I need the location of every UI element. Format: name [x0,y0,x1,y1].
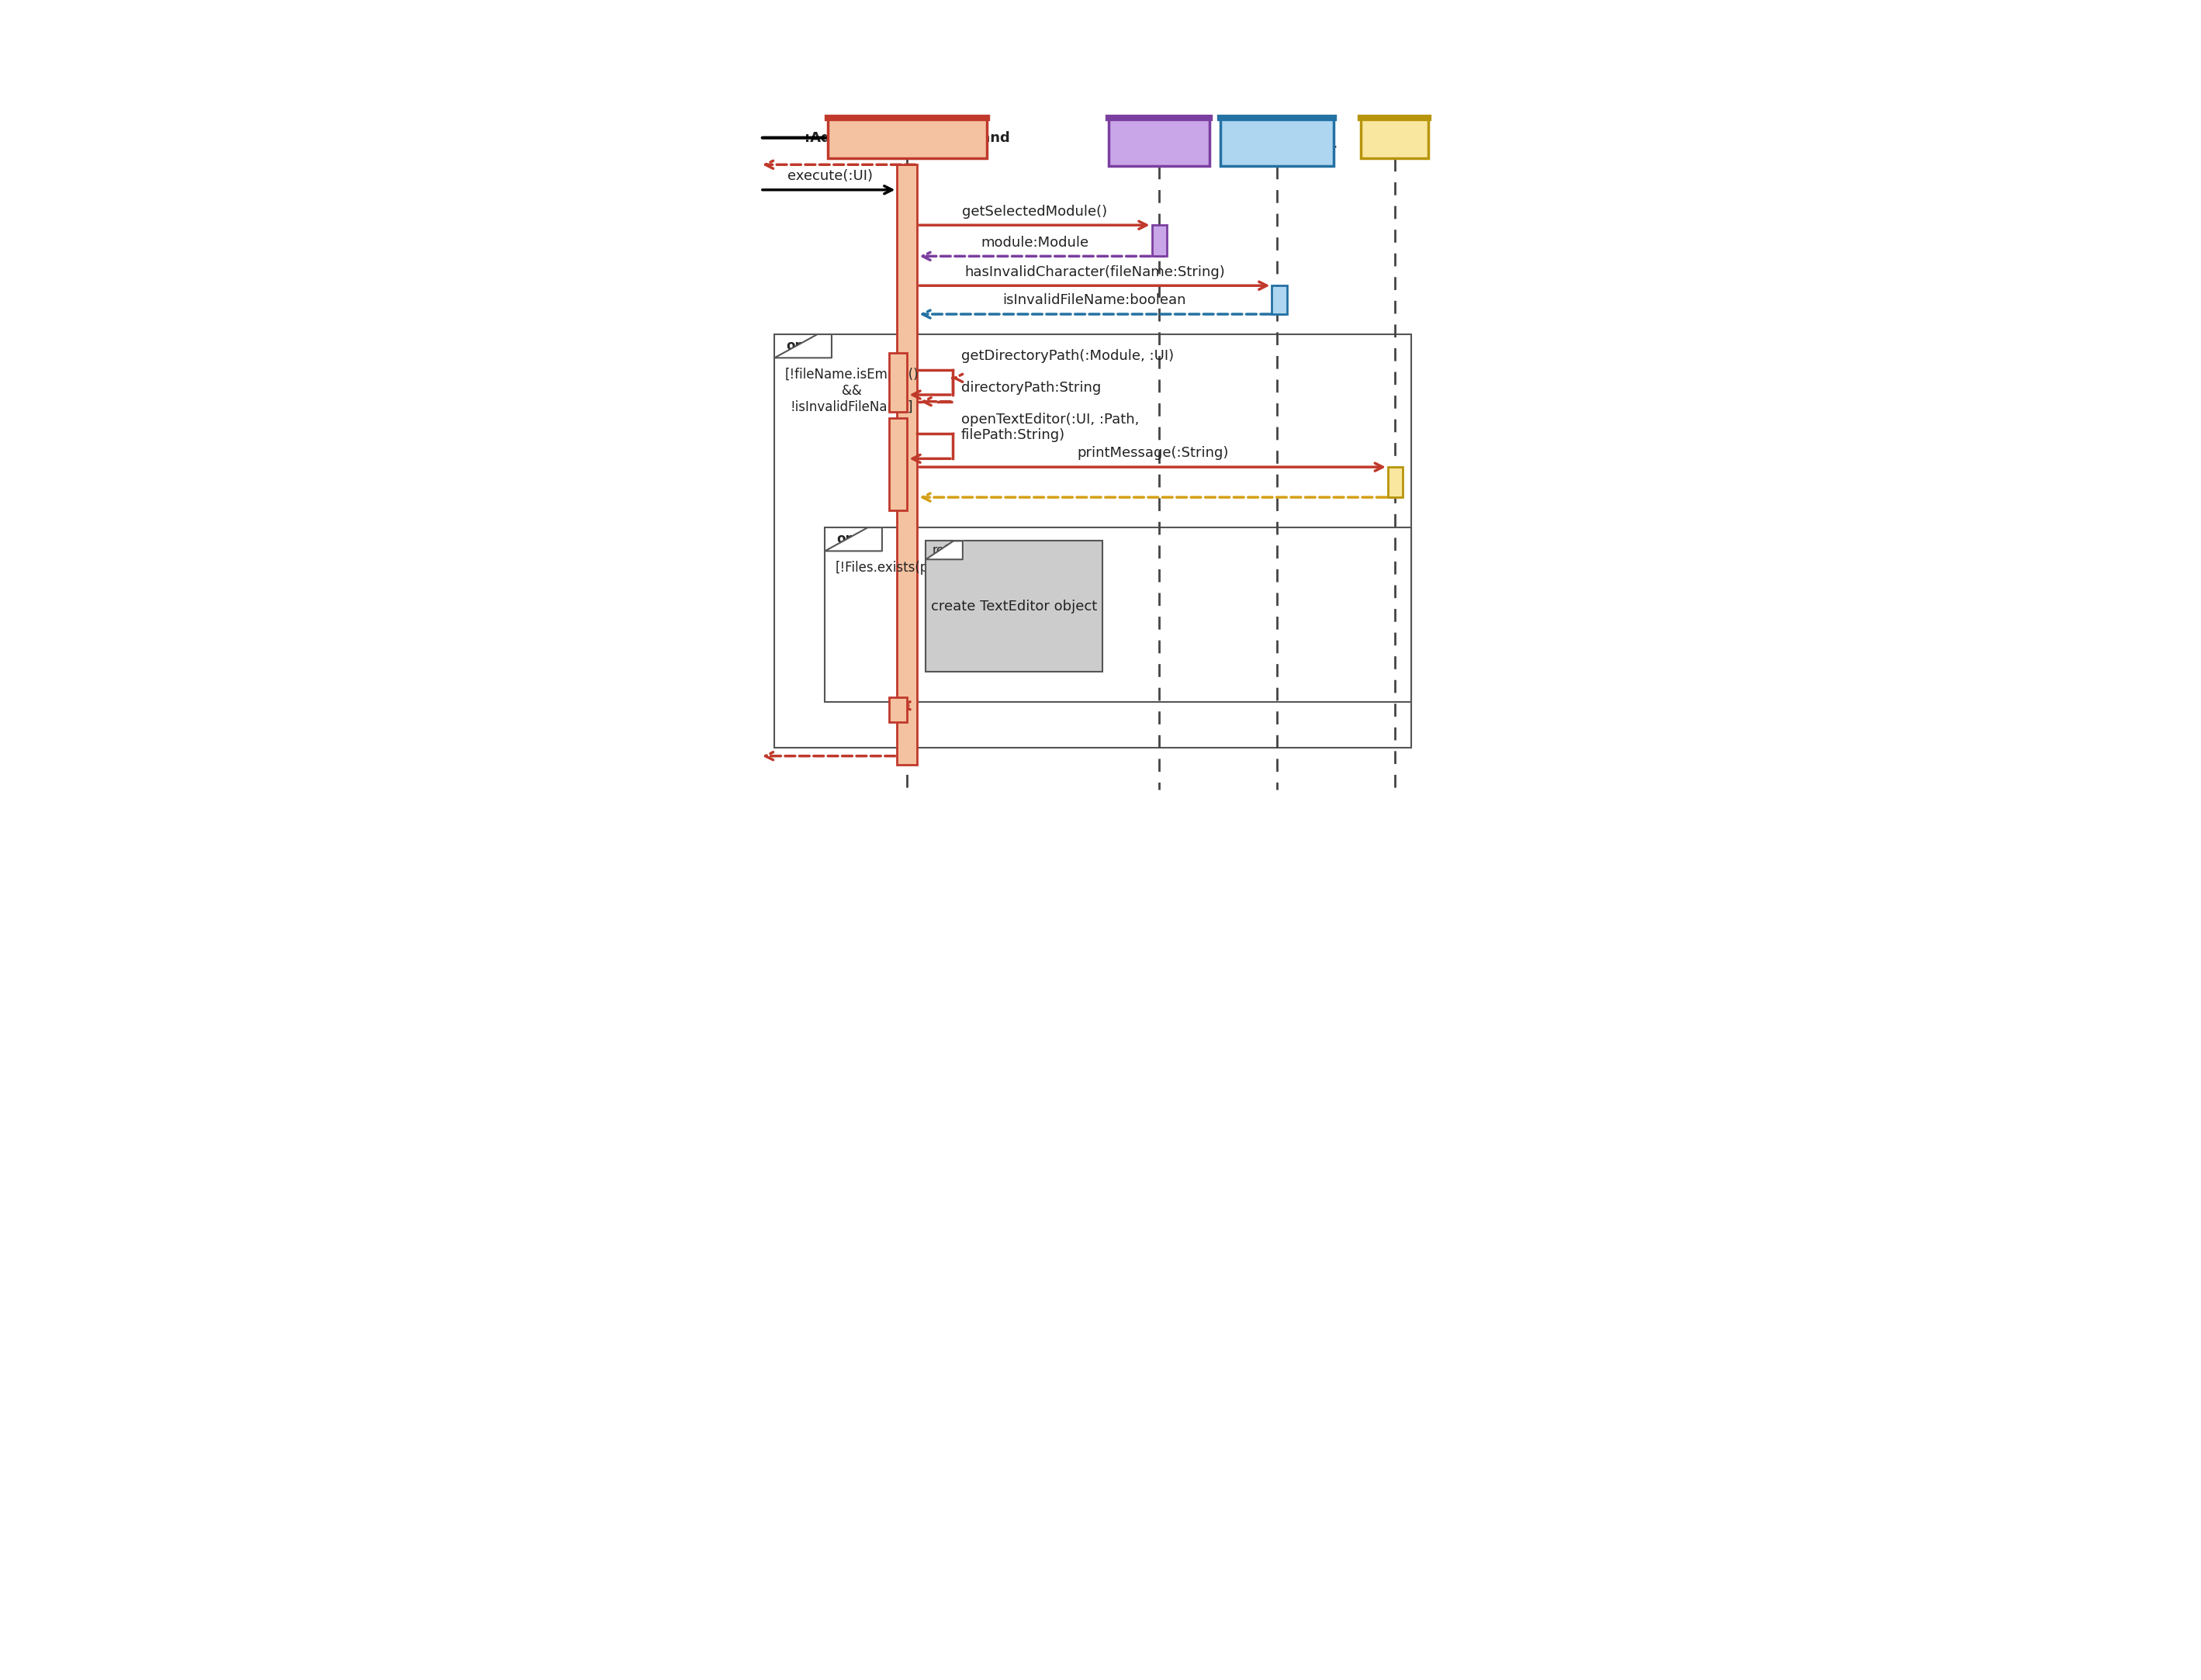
Bar [898,165,918,764]
Bar [1272,286,1288,314]
Bar [1360,118,1428,158]
Text: [!fileName.isEmpty()
&&
!isInvalidFileName]: [!fileName.isEmpty() && !isInvalidFileNa… [784,368,918,415]
Bar [828,118,986,158]
Bar [889,353,907,412]
Bar [927,541,1103,672]
Bar [889,697,907,722]
Text: <<class>>
:ModuleList: <<class>> :ModuleList [1114,128,1204,156]
Bar [1151,225,1167,255]
Text: opt: opt [836,533,861,546]
Bar [889,418,907,511]
Bar [825,528,1411,702]
Bar [1219,118,1334,166]
Polygon shape [927,541,962,559]
Text: directoryPath:String: directoryPath:String [962,381,1100,395]
Text: ref: ref [933,544,949,556]
Text: :AddCheatSheetCommand: :AddCheatSheetCommand [806,131,1010,144]
Text: <<class>>
:InputValidator: <<class>> :InputValidator [1217,128,1336,156]
Polygon shape [825,528,883,551]
Text: :UI: :UI [1384,131,1406,144]
Bar [775,334,1411,748]
Text: filePath:String): filePath:String) [962,428,1065,442]
Bar [1389,467,1402,497]
Bar [1109,118,1211,166]
Text: [!Files.exists(path)]: [!Files.exists(path)] [834,561,960,575]
Text: execute(:UI): execute(:UI) [788,170,872,183]
Text: getDirectoryPath(:Module, :UI): getDirectoryPath(:Module, :UI) [962,349,1173,363]
Text: openTextEditor(:UI, :Path,: openTextEditor(:UI, :Path, [962,413,1138,427]
Text: hasInvalidCharacter(fileName:String): hasInvalidCharacter(fileName:String) [964,265,1226,279]
Text: printMessage(:String): printMessage(:String) [1076,447,1228,460]
Text: create TextEditor object: create TextEditor object [931,600,1096,613]
Text: getSelectedModule(): getSelectedModule() [962,205,1107,218]
Text: isInvalidFileName:boolean: isInvalidFileName:boolean [1004,294,1186,307]
Polygon shape [775,334,832,358]
Text: module:Module: module:Module [982,235,1089,250]
Text: opt: opt [786,339,810,353]
